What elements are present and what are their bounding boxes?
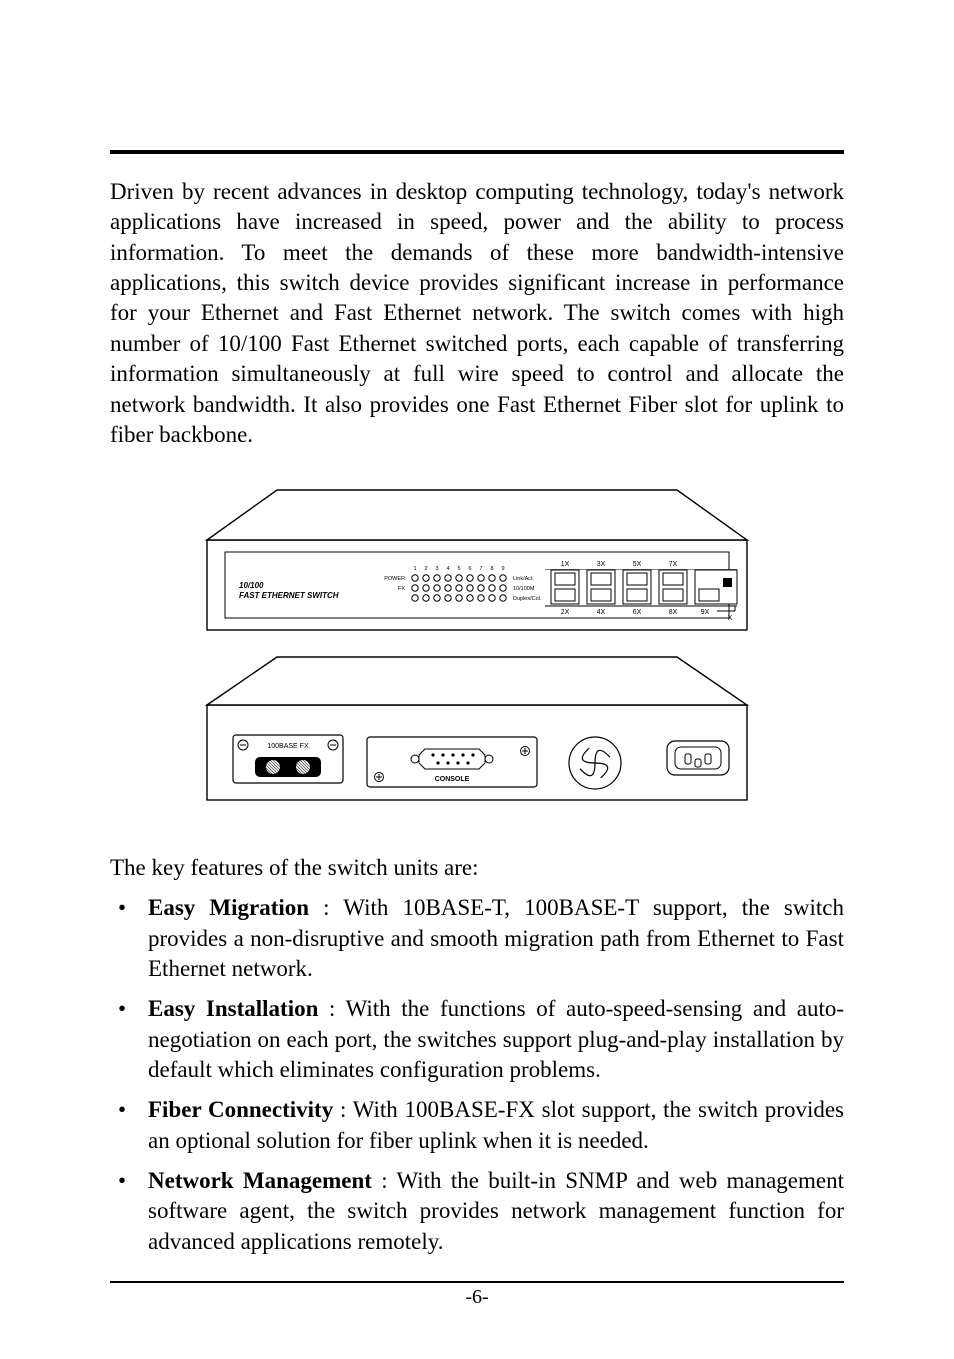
svg-text:5: 5 [457,566,460,572]
device-diagram: 10/100FAST ETHERNET SWITCH 1 2 3 4 5 6 7 8 9 POWER… [197,480,757,825]
svg-text:4X: 4X [597,609,606,616]
feature-item: Easy Installation : With the functions o… [110,994,844,1085]
svg-text:7X: 7X [669,561,678,568]
feature-title: Easy Migration [148,895,309,920]
svg-text:2: 2 [424,566,427,572]
features-lead: The key features of the switch units are… [110,855,844,881]
feature-title: Easy Installation [148,996,318,1021]
svg-text:2X: 2X [561,609,570,616]
features-list: Easy Migration : With 10BASE-T, 100BASE-… [110,893,844,1257]
svg-text:POWER: POWER [384,576,405,582]
svg-text:9X: 9X [701,609,710,616]
bottom-rule [110,1281,844,1283]
svg-text:8X: 8X [669,609,678,616]
svg-text:10/100M: 10/100M [513,586,535,592]
svg-text:100BASE FX: 100BASE FX [267,743,309,750]
svg-text:5X: 5X [633,561,642,568]
top-rule [110,150,844,154]
svg-text:FX: FX [398,586,405,592]
svg-text:4: 4 [446,566,449,572]
svg-text:1: 1 [413,566,416,572]
svg-text:6: 6 [468,566,471,572]
page-number: -6- [0,1286,954,1309]
feature-title: Network Management [148,1168,372,1193]
svg-text:9: 9 [501,566,504,572]
feature-item: Easy Migration : With 10BASE-T, 100BASE-… [110,893,844,984]
svg-text:6X: 6X [633,609,642,616]
feature-item: Fiber Connectivity : With 100BASE-FX slo… [110,1095,844,1156]
feature-title: Fiber Connectivity [148,1097,333,1122]
svg-text:FAST ETHERNET SWITCH: FAST ETHERNET SWITCH [239,591,339,600]
svg-text:10/100: 10/100 [239,581,264,590]
svg-text:8: 8 [490,566,493,572]
svg-text:3X: 3X [597,561,606,568]
svg-text:3: 3 [435,566,438,572]
svg-text:Link/Act.: Link/Act. [513,576,535,582]
intro-paragraph: Driven by recent advances in desktop com… [110,177,844,450]
svg-text:Duplex/Col.: Duplex/Col. [513,596,542,602]
svg-text:X: X [728,615,733,622]
svg-text:CONSOLE: CONSOLE [435,776,470,783]
feature-item: Network Management : With the built-in S… [110,1166,844,1257]
svg-text:1X: 1X [561,561,570,568]
svg-text:7: 7 [479,566,482,572]
